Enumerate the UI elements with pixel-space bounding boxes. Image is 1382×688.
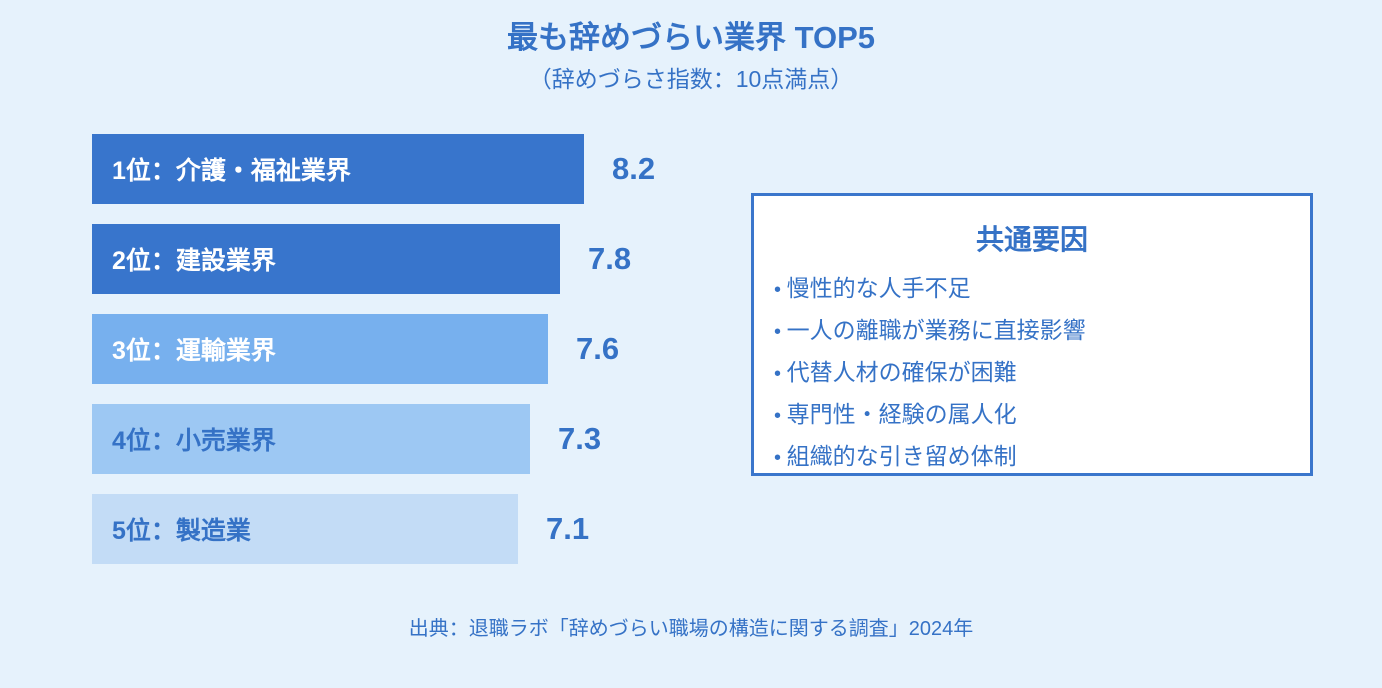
bar: 1位：介護・福祉業界 — [92, 134, 584, 204]
bar: 3位：運輸業界 — [92, 314, 548, 384]
bar-value-label: 7.3 — [558, 421, 602, 456]
bar-value-label: 8.2 — [612, 151, 656, 186]
factor-item: 慢性的な人手不足 — [774, 268, 1310, 310]
chart-subtitle: （辞めづらさ指数：10点満点） — [528, 66, 854, 92]
bar-label: 4位：小売業界 — [112, 427, 276, 455]
bar: 4位：小売業界 — [92, 404, 530, 474]
factor-item: 一人の離職が業務に直接影響 — [774, 310, 1310, 352]
common-factors-list: 慢性的な人手不足 一人の離職が業務に直接影響 代替人材の確保が困難 専門性・経験… — [754, 268, 1310, 478]
factor-item: 組織的な引き留め体制 — [774, 436, 1310, 478]
bar-label: 5位：製造業 — [112, 517, 251, 545]
bar-value-label: 7.1 — [546, 511, 590, 546]
bar-label: 2位：建設業界 — [112, 247, 276, 275]
source-note: 出典：退職ラボ「辞めづらい職場の構造に関する調査」2024年 — [408, 618, 974, 640]
common-factors-title: 共通要因 — [975, 224, 1088, 255]
bar: 5位：製造業 — [92, 494, 518, 564]
bar-value-label: 7.6 — [576, 331, 620, 366]
factor-item: 専門性・経験の属人化 — [774, 394, 1310, 436]
bar-value-label: 7.8 — [588, 241, 632, 276]
chart-title: 最も辞めづらい業界 TOP5 — [506, 20, 876, 55]
bar-label: 1位：介護・福祉業界 — [112, 157, 351, 185]
common-factors-box: 共通要因 慢性的な人手不足 一人の離職が業務に直接影響 代替人材の確保が困難 専… — [751, 193, 1313, 476]
bar-label: 3位：運輸業界 — [112, 337, 276, 365]
bar: 2位：建設業界 — [92, 224, 560, 294]
factor-item: 代替人材の確保が困難 — [774, 352, 1310, 394]
